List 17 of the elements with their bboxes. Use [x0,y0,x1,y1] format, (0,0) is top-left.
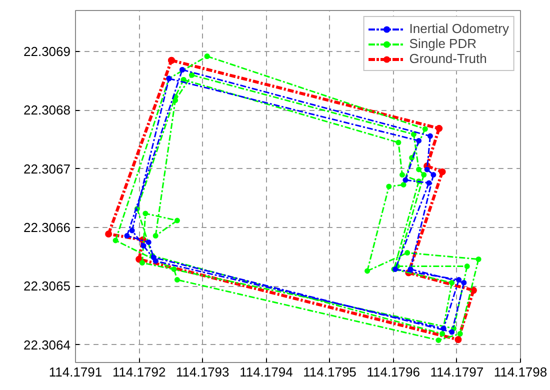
y-tick-label: 22.3064 [24,337,71,352]
legend-label: Inertial Odometry [409,21,509,36]
x-tick-label: 114.1791 [48,364,102,380]
legend-label: Ground-Truth [409,51,487,66]
y-tick-label: 22.3066 [24,220,71,236]
x-tick-label: 114.1797 [430,364,484,380]
y-tick-label: 22.3067 [24,161,71,176]
x-tick-label: 114.1794 [240,364,293,380]
legend-label: Single PDR [409,36,476,51]
x-tick-label: 114.1795 [303,364,356,380]
x-tick-label: 114.1796 [366,364,420,380]
y-tick-label: 22.3065 [24,278,71,294]
x-tick-label: 114.1793 [176,364,230,380]
y-tick-label: 22.3068 [24,102,71,118]
x-tick-label: 114.1792 [112,364,166,380]
y-tick-label: 22.3069 [24,44,71,60]
x-tick-label: 114.1798 [494,364,548,380]
